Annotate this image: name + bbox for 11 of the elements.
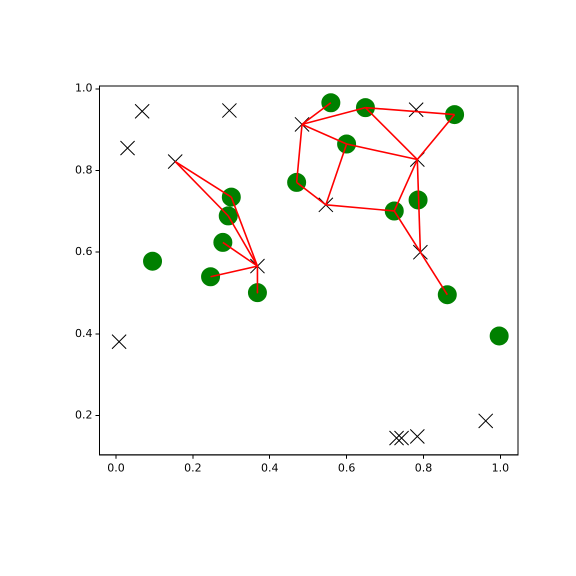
x-tick-label: 1.0: [492, 461, 510, 474]
y-tick-label: 0.8: [74, 163, 92, 176]
y-tick-label: 0.6: [74, 245, 92, 258]
x-tick-label: 0.6: [338, 461, 356, 474]
x-tick-label: 0.4: [260, 461, 278, 474]
y-tick-label: 1.0: [74, 82, 92, 95]
y-tick-label: 0.2: [74, 408, 92, 422]
x-tick-label: 0.2: [184, 461, 202, 474]
x-tick-label: 0.0: [107, 461, 125, 474]
x-tick-label: 0.8: [414, 461, 432, 474]
y-tick-label: 0.4: [74, 326, 92, 340]
